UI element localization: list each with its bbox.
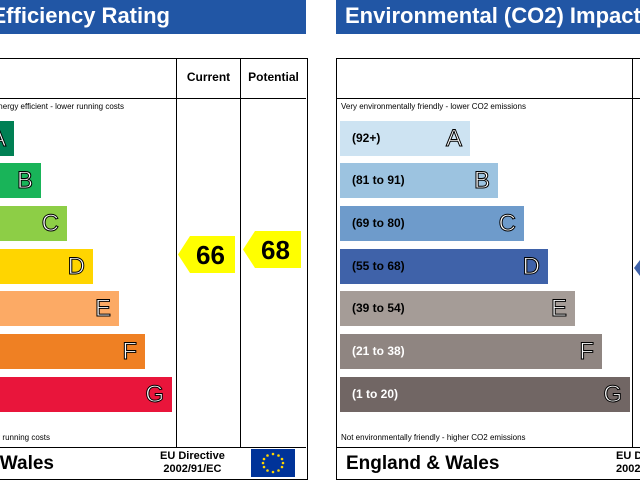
energy-directive-line-1: EU Directive [160,450,225,462]
environment-footer-divider [336,447,640,448]
energy-band-g: G [0,377,172,412]
energy-col-current: Current [186,70,231,84]
environment-col-divider [632,58,633,448]
environment-band-range: (39 to 54) [352,301,405,315]
environment-directive-line-2: 2002/91/EC [616,463,640,475]
energy-band-f: F [0,334,145,369]
environment-band-range: (21 to 38) [352,344,405,358]
environment-band-range: (1 to 20) [352,387,399,401]
environment-band-a: (92+) A [340,121,470,156]
energy-band-letter: E [94,295,111,323]
energy-potential-arrow-shape [243,231,301,268]
environment-current-arrow-shape [634,260,640,276]
environment-band-b: (81 to 91) B [340,163,498,198]
energy-title: Energy Efficiency Rating [0,3,170,28]
environment-header-divider [336,98,640,99]
environment-band-letter: A [445,125,462,153]
environment-band-range: (92+) [352,131,381,145]
environment-band-letter: B [473,167,490,195]
energy-current-value: 66 [196,240,225,270]
energy-band-e: E [0,291,119,326]
energy-footer-region-clip: England & Wales [0,450,60,478]
energy-header-divider [0,98,306,99]
eu-flag-icon [251,449,295,477]
environment-band-e: (39 to 54) E [340,291,575,326]
energy-top-note-clip: Very energy efficient - lower running co… [0,102,170,114]
environment-band-letter: F [579,338,595,366]
energy-band-letter: F [122,338,138,366]
environment-band-letter: E [550,295,567,323]
energy-col-divider-1 [176,58,177,448]
environment-band-range: (69 to 80) [352,216,405,230]
energy-footer-directive: EU Directive 2002/91/EC [160,450,225,476]
energy-current-arrow-shape [178,236,235,273]
energy-bottom-note-clip: Not energy efficient - higher running co… [0,433,170,445]
environment-bottom-note: Not environmentally friendly - higher CO… [341,433,526,442]
environment-footer-region: England & Wales [346,453,500,474]
environment-band-range: (81 to 91) [352,173,405,187]
environment-band-letter: D [522,253,540,281]
energy-band-letter: G [145,381,165,409]
energy-title-bar: Energy Efficiency Rating [0,0,306,34]
energy-band-c: C [0,206,67,241]
environment-band-letter: C [498,210,516,238]
environment-title-bar: Environmental (CO2) Impact Rating [336,0,640,34]
energy-directive-line-2: 2002/91/EC [163,463,222,475]
energy-band-letter: A [0,121,7,156]
environment-band-d: (55 to 68) D [340,249,548,284]
energy-footer-divider [0,447,306,448]
energy-bottom-note: Not energy efficient - higher running co… [0,433,50,442]
energy-footer-region: England & Wales [0,453,54,474]
energy-top-note: Very energy efficient - lower running co… [0,102,124,111]
environment-title: Environmental (CO2) Impact Rating [345,3,640,28]
environment-band-c: (69 to 80) C [340,206,524,241]
energy-band-letter: B [16,167,33,195]
environment-band-range: (55 to 68) [352,259,405,273]
environment-footer-directive-clip: EU Directive 2002/91/EC [616,450,640,478]
energy-band-b: B [0,163,41,198]
energy-potential-value: 68 [261,235,290,265]
energy-potential-arrow: 68 [243,231,301,268]
environment-footer-directive: EU Directive 2002/91/EC [616,450,640,476]
environment-top-note: Very environmentally friendly - lower CO… [341,102,526,111]
environment-band-letter: G [603,381,623,409]
environment-band-f: (21 to 38) F [340,334,602,369]
environment-directive-line-1: EU Directive [616,450,640,462]
energy-band-letter: C [41,210,59,238]
energy-current-arrow: 66 [178,236,235,273]
energy-band-d: D [0,249,93,284]
eu-stars-icon [261,452,285,474]
energy-band-a: A [0,121,14,156]
energy-col-potential: Potential [248,70,299,84]
environment-current-arrow-edge [634,260,640,276]
environment-band-g: (1 to 20) G [340,377,630,412]
energy-band-letter: D [67,253,85,281]
energy-col-divider-2 [240,58,241,448]
